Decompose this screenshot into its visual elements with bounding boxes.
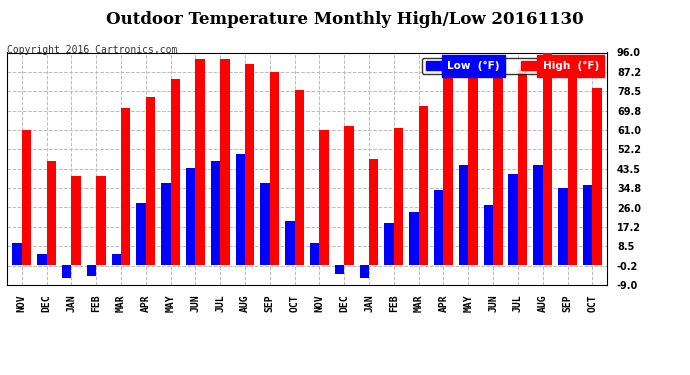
- Bar: [319, 130, 329, 265]
- Bar: [295, 90, 304, 265]
- Bar: [71, 177, 81, 265]
- Bar: [22, 130, 31, 265]
- Legend: Low  (°F), High  (°F): Low (°F), High (°F): [422, 58, 602, 74]
- Bar: [444, 75, 453, 265]
- Bar: [186, 168, 195, 265]
- Bar: [509, 174, 518, 265]
- Bar: [161, 183, 170, 265]
- Bar: [285, 221, 295, 265]
- Bar: [384, 223, 394, 265]
- Bar: [235, 154, 245, 265]
- Bar: [112, 254, 121, 265]
- Bar: [543, 53, 552, 265]
- Bar: [245, 64, 255, 265]
- Bar: [211, 161, 220, 265]
- Bar: [47, 161, 56, 265]
- Bar: [344, 126, 354, 265]
- Bar: [96, 177, 106, 265]
- Bar: [459, 165, 469, 265]
- Bar: [533, 165, 543, 265]
- Bar: [335, 265, 344, 274]
- Bar: [369, 159, 379, 265]
- Bar: [62, 265, 71, 278]
- Bar: [493, 70, 502, 265]
- Bar: [409, 212, 419, 265]
- Bar: [87, 265, 96, 276]
- Bar: [583, 185, 592, 265]
- Bar: [394, 128, 403, 265]
- Bar: [220, 59, 230, 265]
- Text: Copyright 2016 Cartronics.com: Copyright 2016 Cartronics.com: [7, 45, 177, 55]
- Bar: [146, 97, 155, 265]
- Bar: [469, 70, 477, 265]
- Text: Outdoor Temperature Monthly High/Low 20161130: Outdoor Temperature Monthly High/Low 201…: [106, 11, 584, 28]
- Bar: [592, 88, 602, 265]
- Bar: [170, 79, 180, 265]
- Bar: [12, 243, 22, 265]
- Bar: [121, 108, 130, 265]
- Bar: [195, 59, 205, 265]
- Bar: [37, 254, 47, 265]
- Bar: [484, 205, 493, 265]
- Bar: [558, 188, 567, 265]
- Bar: [260, 183, 270, 265]
- Bar: [567, 59, 577, 265]
- Bar: [434, 190, 444, 265]
- Bar: [359, 265, 369, 278]
- Bar: [137, 203, 146, 265]
- Bar: [419, 106, 428, 265]
- Bar: [518, 70, 527, 265]
- Bar: [270, 72, 279, 265]
- Bar: [310, 243, 319, 265]
